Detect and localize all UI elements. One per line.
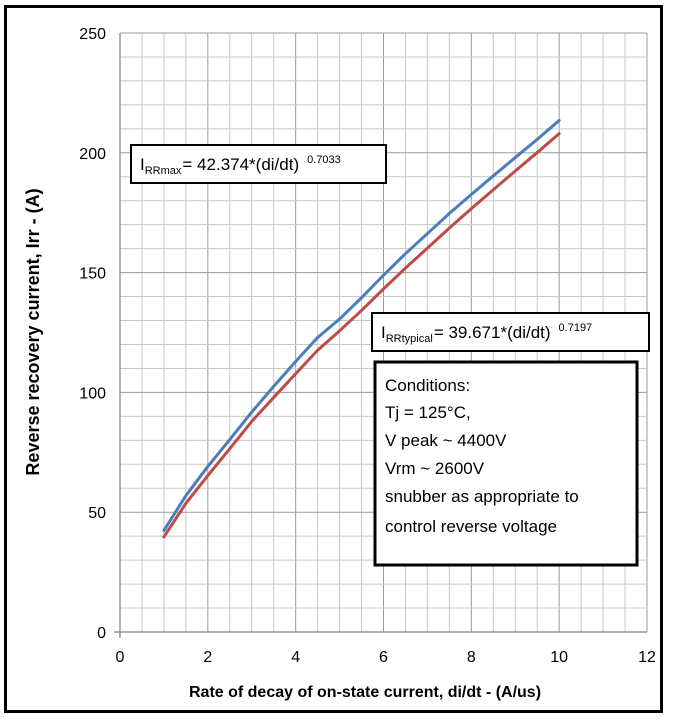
x-tick-label: 10: [550, 649, 568, 666]
irrmax-exponent: 0.7033: [307, 154, 341, 166]
irrtypical-exponent: 0.7197: [559, 322, 593, 334]
irrtypical-prefix: I: [381, 323, 386, 342]
y-tick-label: 50: [88, 505, 106, 522]
condition-line: Vrm ~ 2600V: [385, 459, 485, 478]
irrmax-subscript: RRmax: [145, 165, 182, 177]
condition-line: snubber as appropriate to: [385, 487, 579, 506]
svg-text:IRRmax= 42.374*(di/dt)0.7033: IRRmax= 42.374*(di/dt) 0.7033: [140, 154, 341, 177]
conditions-box: Conditions: Tj = 125°C, V peak ~ 4400V V…: [373, 360, 639, 567]
irrmax-prefix: I: [140, 155, 145, 174]
y-tick-label: 100: [79, 385, 106, 402]
x-tick-label: 8: [467, 649, 476, 666]
irrtypical-equation: = 39.671*(di/dt): [434, 323, 551, 342]
svg-text:IRRtypical= 39.671*(di/dt)0.71: IRRtypical= 39.671*(di/dt) 0.7197: [381, 322, 592, 345]
x-axis-title: Rate of decay of on-state current, di/dt…: [189, 684, 541, 701]
irrmax-formula-box: IRRmax= 42.374*(di/dt) 0.7033: [130, 144, 387, 184]
x-tick-label: 4: [291, 649, 300, 666]
x-tick-label: 12: [638, 649, 656, 666]
y-tick-label: 250: [79, 26, 106, 43]
series-group: [162, 118, 561, 539]
condition-line: V peak ~ 4400V: [385, 431, 507, 450]
x-tick-label: 2: [203, 649, 212, 666]
condition-line: control reverse voltage: [385, 517, 557, 536]
condition-line: Tj = 125°C,: [385, 403, 471, 422]
irrtypical-formula-box: IRRtypical= 39.671*(di/dt) 0.7197: [371, 312, 650, 352]
irrtypical-subscript: RRtypical: [386, 333, 433, 345]
tick-labels: 0 2 4 6 8 10 12 0 50 100 150 200 250: [79, 26, 656, 666]
y-tick-label: 150: [79, 266, 106, 283]
series-line-irrmax: [162, 118, 561, 532]
y-tick-label: 200: [79, 146, 106, 163]
chart-frame: [4, 5, 663, 713]
series-line-irrtypical: [162, 132, 561, 539]
y-axis-title: Reverse recovery current, Irr - (A): [23, 188, 43, 475]
x-tick-label: 0: [116, 649, 125, 666]
x-tick-label: 6: [379, 649, 388, 666]
irrmax-equation: = 42.374*(di/dt): [182, 155, 299, 174]
condition-line: Conditions:: [385, 376, 470, 395]
y-tick-label: 0: [97, 625, 106, 642]
